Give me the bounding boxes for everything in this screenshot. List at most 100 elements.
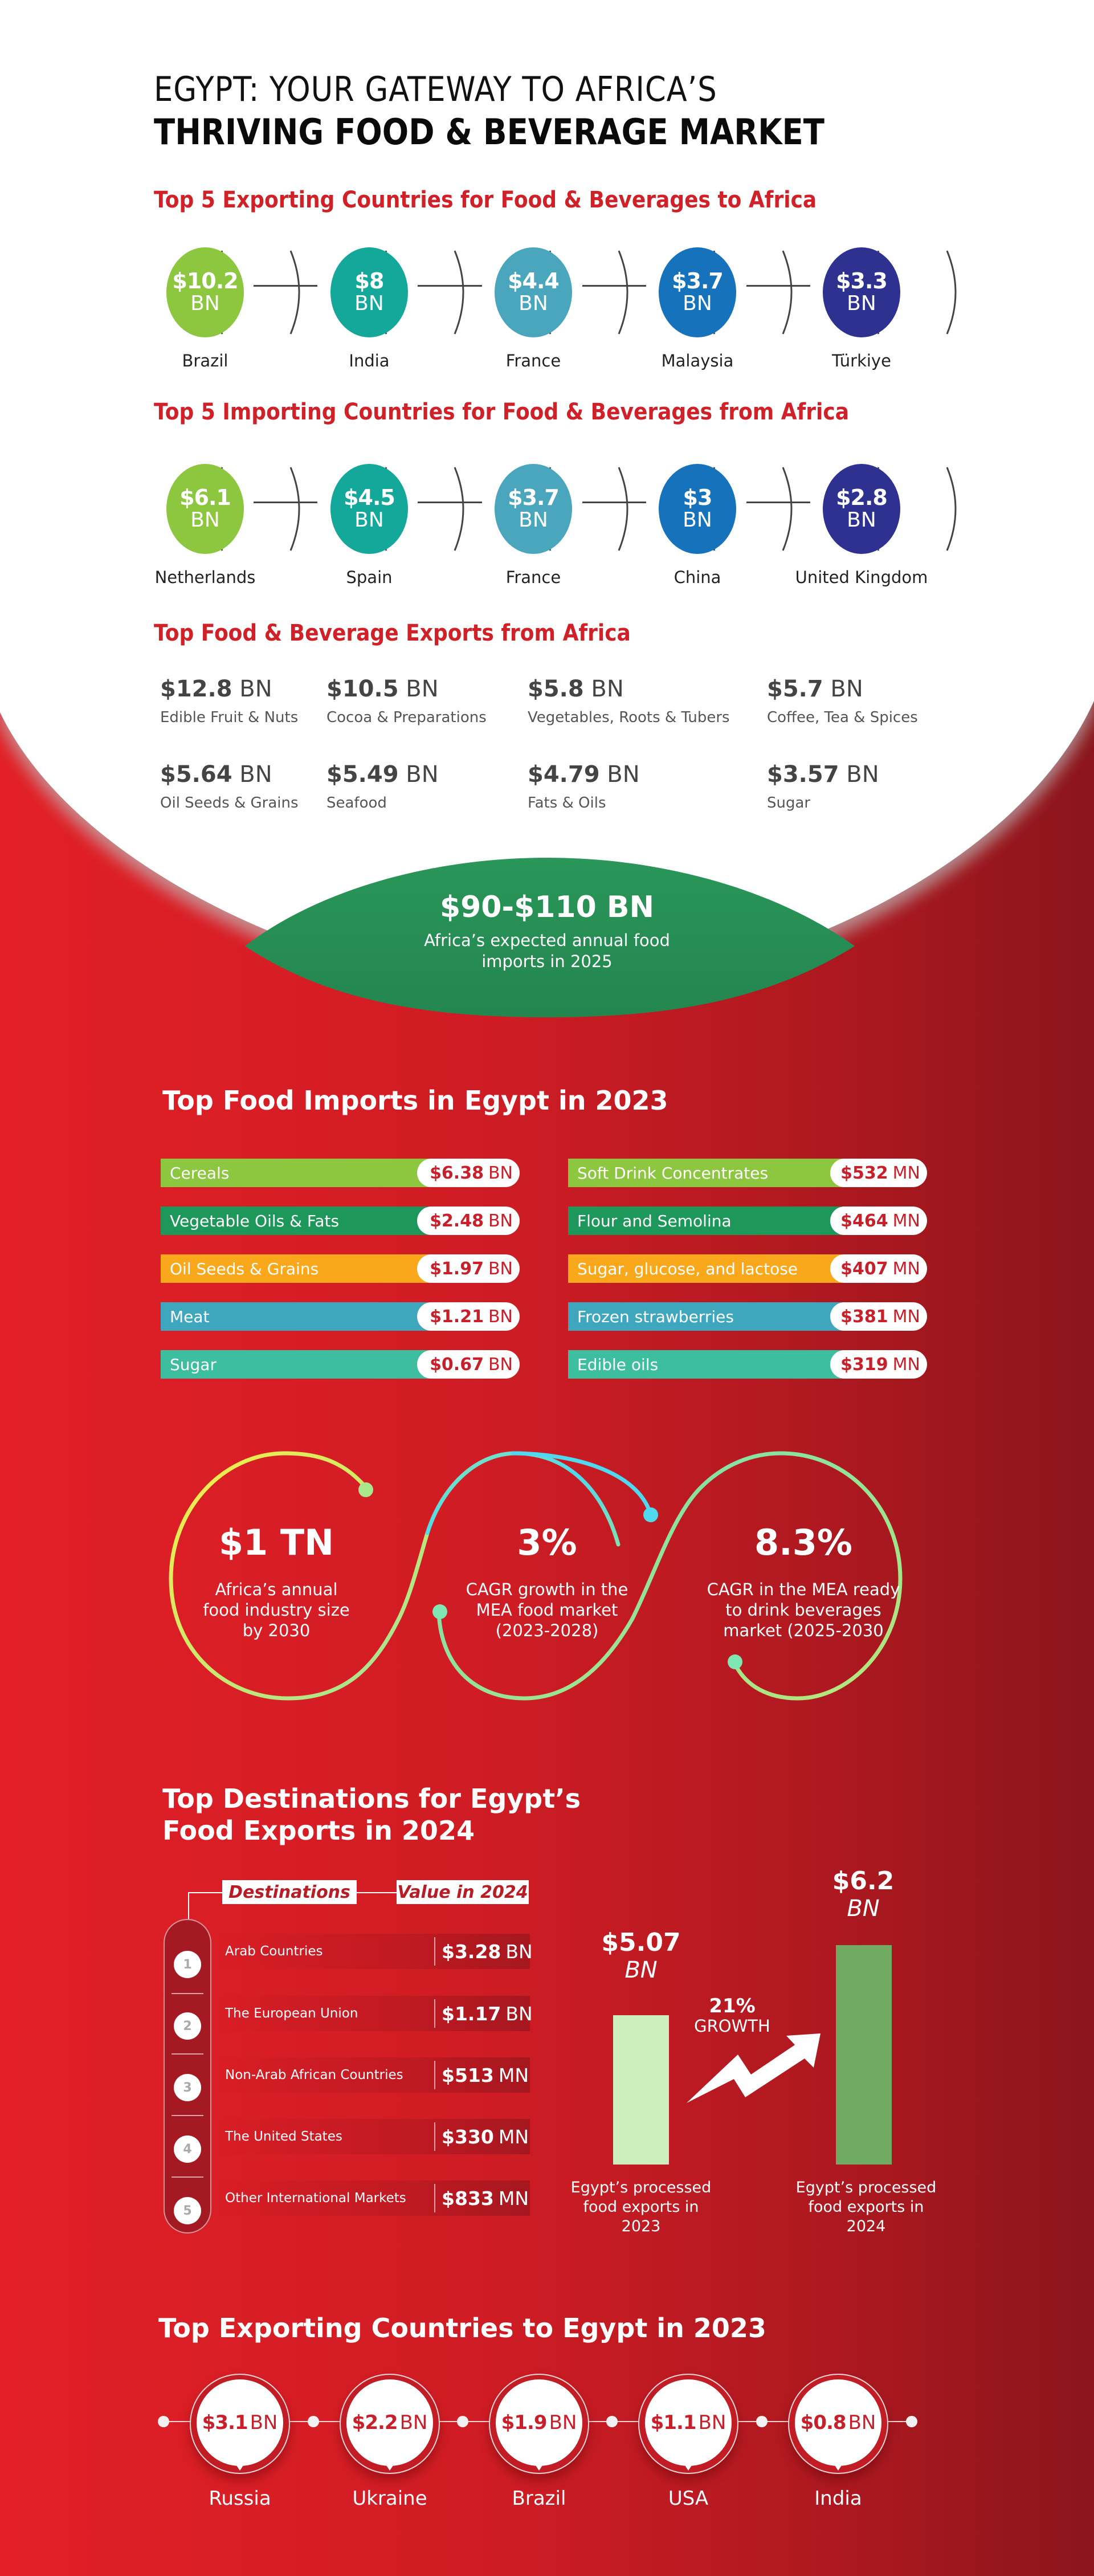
annual-imports-desc-2: imports in 2025 [481, 952, 613, 971]
connector-line [746, 285, 810, 287]
timeline-dot [457, 2416, 468, 2427]
timeline-dot [158, 2416, 169, 2427]
rank-badge: 1 [174, 1951, 201, 1978]
destination-row: Other International Markets $833 MN [211, 2180, 530, 2216]
rank-badge: 4 [174, 2135, 201, 2163]
header-connector-line [188, 1892, 222, 1893]
exporter-pin: $1.1 BN [638, 2374, 738, 2482]
exporters-to-egypt-heading: Top Exporting Countries to Egypt in 2023 [158, 2313, 766, 2343]
growth-percentage: 21% GROWTH [694, 1995, 770, 2036]
export-category-item: $5.8 BN Vegetables, Roots & Tubers [528, 676, 730, 726]
value-pill: $381 MN [830, 1302, 927, 1331]
connector-line [582, 285, 646, 287]
importing-from-africa-row: $6.1 BN Netherlands $4.5 BN Spain $3.7 B… [154, 460, 957, 609]
country-label: United Kingdom [795, 568, 928, 587]
timeline-dot [756, 2416, 768, 2427]
value-bubble: $6.1 BN [166, 464, 244, 554]
country-label: Brazil [512, 2487, 566, 2510]
value-pill: $407 MN [830, 1254, 927, 1283]
egypt-imports-heading: Top Food Imports in Egypt in 2023 [162, 1085, 668, 1116]
destination-row: Arab Countries $3.28 BN [211, 1934, 533, 1969]
exporter-pin: $3.1 BN [190, 2374, 290, 2482]
connector-line [418, 502, 482, 503]
country-label: Brazil [182, 351, 228, 370]
rank-badge: 2 [174, 2012, 201, 2040]
country-label: India [349, 351, 390, 370]
country-label: India [814, 2487, 862, 2510]
country-label: Russia [209, 2487, 271, 2510]
value-pill: $319 MN [830, 1350, 927, 1379]
connector-line [254, 285, 317, 287]
value-bubble: $10.2 BN [166, 247, 244, 337]
value-bubble: $4.4 BN [495, 247, 572, 337]
country-label: France [505, 351, 561, 370]
connector-line [254, 502, 317, 503]
country-label: Malaysia [661, 351, 734, 370]
value-pill: $6.38 BN [417, 1159, 520, 1187]
export-category-item: $5.7 BN Coffee, Tea & Spices [767, 676, 918, 726]
importing-from-africa-heading: Top 5 Importing Countries for Food & Bev… [154, 399, 850, 425]
value-bubble: $3 BN [659, 464, 736, 554]
value-pill: $1.97 BN [417, 1254, 520, 1283]
exporter-pin: $1.9 BN [489, 2374, 589, 2482]
growth-arrow-icon [687, 2033, 820, 2103]
rank-badge: 5 [174, 2197, 201, 2224]
bar-2023 [613, 2015, 669, 2165]
exporting-to-africa-row: $10.2 BN Brazil $8 BN India $4.4 BN Fran… [154, 244, 957, 392]
exporting-to-africa-heading: Top 5 Exporting Countries for Food & Bev… [154, 187, 817, 213]
country-label: China [673, 568, 721, 587]
connector-line [582, 502, 646, 503]
annual-imports-value: $90-$110 BN [439, 890, 655, 924]
value-bubble: $8 BN [330, 247, 408, 337]
value-bubble: $3.7 BN [495, 464, 572, 554]
country-label: Spain [346, 568, 393, 587]
value-pill: $2.48 BN [417, 1207, 520, 1235]
header-connector-line [357, 1892, 397, 1893]
country-label: USA [668, 2487, 709, 2510]
exporter-pin: $0.8 BN [788, 2374, 888, 2482]
bar-2024-caption: Egypt’s processed food exports in 2024 [795, 2179, 937, 2235]
value-bubble: $3.3 BN [823, 247, 900, 337]
timeline-dot [906, 2416, 917, 2427]
value-pill: $464 MN [830, 1207, 927, 1235]
header-connector-line [188, 1893, 189, 1920]
value-pill: $532 MN [830, 1159, 927, 1187]
timeline-dot [308, 2416, 319, 2427]
bar-2023-value: $5.07 BN [601, 1928, 681, 1983]
annual-food-imports-callout: $90-$110 BN Africa’s expected annual foo… [319, 890, 775, 972]
country-label: Ukraine [352, 2487, 427, 2510]
timeline-dot [606, 2416, 618, 2427]
country-label: Türkiye [832, 351, 891, 370]
stat-africa-food-industry: $1 TN Africa’s annual food industry size b… [203, 1522, 350, 1640]
destination-row: Non-Arab African Countries $513 MN [211, 2057, 530, 2093]
country-label: Netherlands [154, 568, 256, 587]
bar-2024-value: $6.2 BN [832, 1866, 895, 1922]
import-bar-row: Oil Seeds & Grains $1.97 BN [161, 1254, 520, 1283]
rank-ladder: 1 2 3 4 5 [164, 1919, 211, 2233]
export-category-item: $5.64 BN Oil Seeds & Grains [160, 761, 299, 812]
exporter-pin: $2.2 BN [340, 2374, 440, 2482]
value-bubble: $4.5 BN [330, 464, 408, 554]
stat-mea-rtd-cagr: 8.3% CAGR in the MEA ready to drink bever… [707, 1522, 900, 1640]
import-bar-row: Flour and Semolina $464 MN [568, 1207, 927, 1235]
export-category-item: $3.57 BN Sugar [767, 761, 879, 812]
country-label: France [505, 568, 561, 587]
stat-mea-food-cagr: 3% CAGR growth in the MEA food market (202… [466, 1522, 628, 1640]
destination-row: The United States $330 MN [211, 2119, 530, 2154]
export-category-item: $12.8 BN Edible Fruit & Nuts [160, 676, 299, 726]
destinations-heading: Top Destinations for Egypt’s Food Export… [162, 1783, 581, 1846]
export-category-item: $4.79 BN Fats & Oils [528, 761, 640, 812]
wave-decoration-icon [169, 1451, 903, 1701]
connector-line [746, 502, 810, 503]
page-title-line1: EGYPT: YOUR GATEWAY TO AFRICA’S [154, 70, 717, 109]
value-pill: $0.67 BN [417, 1350, 520, 1379]
import-bar-row: Frozen strawberries $381 MN [568, 1302, 927, 1331]
import-bar-row: Edible oils $319 MN [568, 1350, 927, 1379]
column-header-destinations: Destinations [222, 1880, 357, 1904]
import-bar-row: Sugar, glucose, and lactose $407 MN [568, 1254, 927, 1283]
page-title-line2: THRIVING FOOD & BEVERAGE MARKET [154, 111, 824, 153]
value-bubble: $2.8 BN [823, 464, 900, 554]
value-bubble: $3.7 BN [659, 247, 736, 337]
import-bar-row: Vegetable Oils & Fats $2.48 BN [161, 1207, 520, 1235]
connector-line [418, 285, 482, 287]
